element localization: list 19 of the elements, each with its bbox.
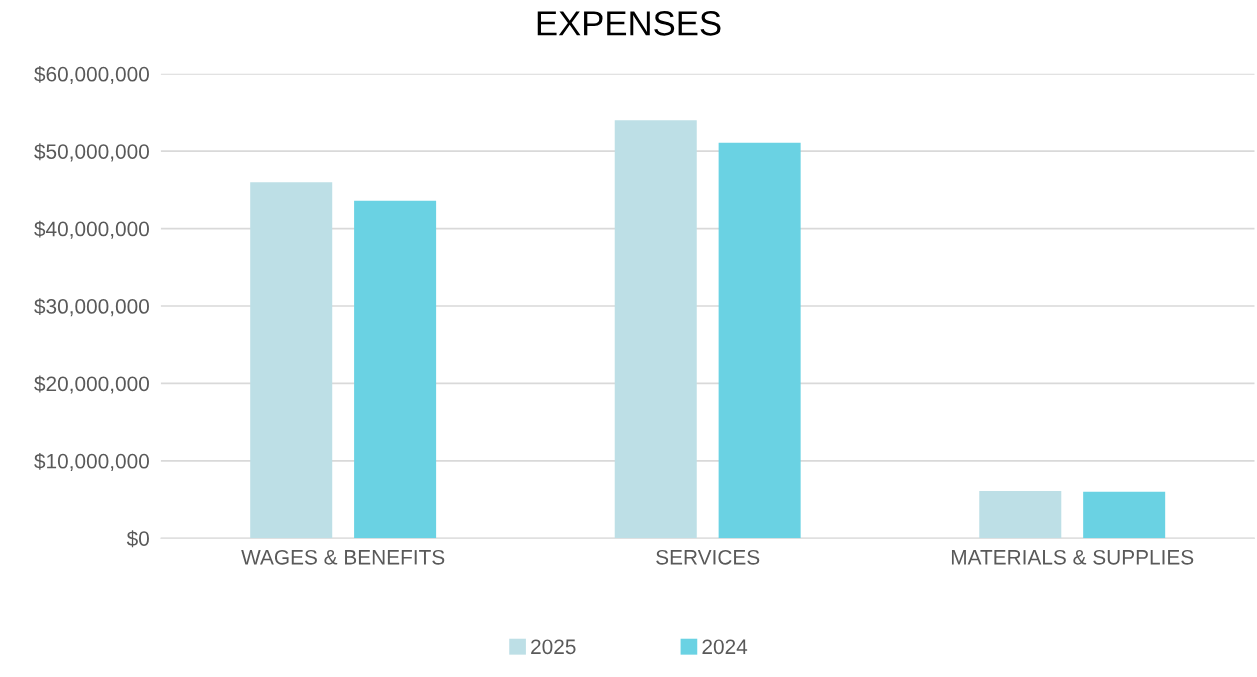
y-tick-label: $0 [126, 530, 149, 548]
y-tick-label: $60,000,000 [34, 65, 149, 85]
x-tick-label: WAGES & BENEFITS [241, 549, 445, 565]
bar [354, 200, 437, 539]
y-tick-label: $20,000,000 [34, 375, 149, 394]
bar [250, 182, 333, 539]
y-tick-label: $50,000,000 [34, 143, 149, 162]
x-tick-label: MATERIALS & SUPPLIES [951, 549, 1194, 565]
x-tick-label: SERVICES [656, 549, 760, 565]
bar [718, 142, 801, 539]
legend-label: 2025 [531, 639, 576, 655]
legend-label: 2024 [702, 639, 748, 655]
y-tick-label: $10,000,000 [34, 452, 149, 472]
bar [614, 120, 697, 539]
chart-title: EXPENSES [537, 11, 721, 36]
y-tick-label: $40,000,000 [34, 220, 149, 239]
y-tick-label: $30,000,000 [34, 298, 149, 317]
bar [979, 491, 1062, 539]
bar [1083, 491, 1166, 539]
